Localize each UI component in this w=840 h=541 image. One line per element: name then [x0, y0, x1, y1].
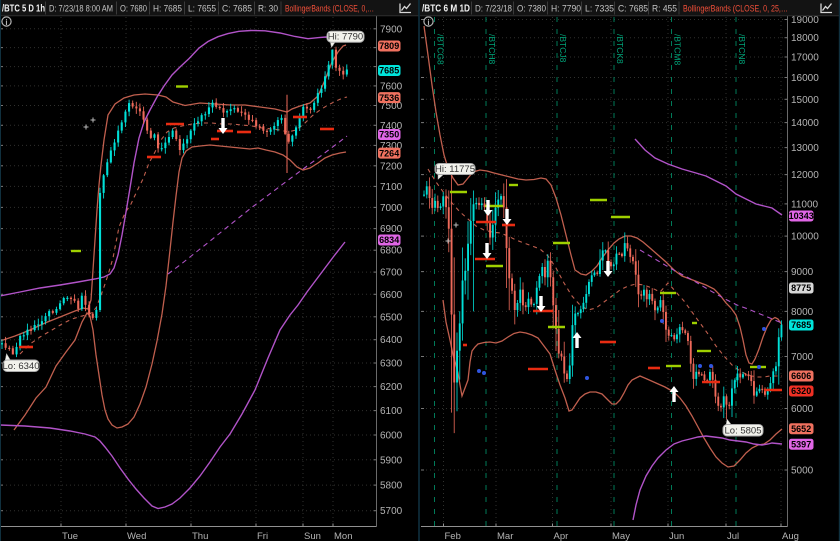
svg-text:Aug: Aug — [782, 531, 799, 541]
svg-text:7400: 7400 — [380, 121, 403, 132]
svg-text:19000: 19000 — [791, 15, 819, 26]
svg-text:D: 7/23/18: D: 7/23/18 — [475, 4, 512, 15]
svg-text:Hi: 7790: Hi: 7790 — [328, 32, 363, 43]
svg-text:O: 7380: O: 7380 — [517, 4, 546, 15]
svg-text:6700: 6700 — [380, 268, 403, 279]
svg-text:13000: 13000 — [791, 143, 819, 154]
svg-text:Jun: Jun — [669, 531, 684, 541]
svg-text:i: i — [427, 18, 429, 27]
svg-text:7350: 7350 — [379, 130, 399, 140]
svg-text:6100: 6100 — [380, 406, 403, 417]
svg-text:5652: 5652 — [791, 424, 811, 434]
svg-text:6320: 6320 — [791, 386, 811, 396]
svg-text:R: 455: R: 455 — [652, 4, 677, 15]
svg-text:10000: 10000 — [791, 232, 819, 243]
svg-text:May: May — [612, 531, 630, 541]
svg-text:C: 7685: C: 7685 — [222, 4, 252, 15]
svg-text:7300: 7300 — [380, 141, 403, 152]
svg-text:/BTC 6 M 1D: /BTC 6 M 1D — [422, 4, 470, 15]
svg-text:7600: 7600 — [380, 81, 403, 92]
svg-text:7685: 7685 — [791, 320, 811, 330]
svg-text:Mon: Mon — [334, 531, 352, 541]
svg-text:C: 7685: C: 7685 — [618, 4, 648, 15]
svg-text:7500: 7500 — [380, 101, 403, 112]
svg-text:BollingerBands (CLOSE, 0,…: BollingerBands (CLOSE, 0,… — [285, 4, 374, 15]
svg-text:/BTCN8: /BTCN8 — [737, 34, 747, 65]
svg-text:Thu: Thu — [192, 531, 208, 541]
svg-text:Lo: 6340: Lo: 6340 — [3, 361, 40, 372]
svg-text:H: 7790: H: 7790 — [551, 4, 581, 15]
svg-text:17000: 17000 — [791, 53, 819, 64]
svg-text:7264: 7264 — [379, 148, 399, 158]
svg-text:6606: 6606 — [791, 371, 811, 381]
svg-text:6200: 6200 — [380, 382, 403, 393]
svg-text:5900: 5900 — [380, 455, 403, 466]
svg-text:5000: 5000 — [791, 466, 814, 477]
svg-text:BollingerBands (CLOSE, 0, 25,…: BollingerBands (CLOSE, 0, 25,… — [683, 4, 788, 15]
svg-text:Jul: Jul — [727, 531, 739, 541]
svg-text:Lo: 5805: Lo: 5805 — [725, 425, 762, 436]
svg-text:Mar: Mar — [497, 531, 513, 541]
svg-text:6000: 6000 — [380, 431, 403, 442]
svg-text:7100: 7100 — [380, 182, 403, 193]
svg-text:6900: 6900 — [380, 224, 403, 235]
svg-text:Sun: Sun — [304, 531, 321, 541]
svg-text:6800: 6800 — [380, 246, 403, 257]
svg-text:/BTC 5 D 1h: /BTC 5 D 1h — [2, 4, 45, 15]
svg-text:H: 7685: H: 7685 — [153, 4, 182, 15]
svg-text:14000: 14000 — [791, 118, 819, 129]
svg-text:12000: 12000 — [791, 170, 819, 181]
svg-text:11000: 11000 — [791, 199, 819, 210]
svg-text:5397: 5397 — [791, 439, 811, 449]
svg-text:6500: 6500 — [380, 312, 403, 323]
svg-text:6300: 6300 — [380, 359, 403, 370]
svg-text:5700: 5700 — [380, 506, 403, 517]
svg-text:Fri: Fri — [257, 531, 268, 541]
svg-text:15000: 15000 — [791, 95, 819, 106]
svg-text:6600: 6600 — [380, 290, 403, 301]
svg-text:8775: 8775 — [791, 283, 811, 293]
svg-text:7200: 7200 — [380, 161, 403, 172]
svg-text:Feb: Feb — [445, 531, 461, 541]
svg-text:R: 30: R: 30 — [258, 4, 278, 15]
svg-text:L: 7655: L: 7655 — [188, 4, 216, 15]
svg-text:O: 7680: O: 7680 — [120, 4, 147, 15]
svg-text:7000: 7000 — [791, 352, 814, 363]
svg-text:/BTCK8: /BTCK8 — [615, 34, 625, 64]
svg-text:7000: 7000 — [380, 203, 403, 214]
svg-text:/BTCH8: /BTCH8 — [487, 34, 497, 65]
svg-text:/BTCG8: /BTCG8 — [436, 34, 446, 65]
svg-text:8000: 8000 — [791, 307, 814, 318]
svg-text:5800: 5800 — [380, 481, 403, 492]
svg-text:6000: 6000 — [791, 404, 814, 415]
svg-text:D: 7/23/18 8:00 AM: D: 7/23/18 8:00 AM — [49, 4, 113, 15]
svg-text:/BTCM8: /BTCM8 — [673, 34, 683, 65]
svg-text:18000: 18000 — [791, 33, 819, 44]
svg-text:/BTCJ8: /BTCJ8 — [558, 34, 568, 63]
svg-text:Wed: Wed — [127, 531, 146, 541]
svg-text:7809: 7809 — [379, 41, 399, 51]
svg-text:7685: 7685 — [379, 66, 399, 76]
svg-text:6400: 6400 — [380, 335, 403, 346]
svg-text:7900: 7900 — [380, 24, 403, 35]
svg-text:Apr: Apr — [554, 531, 569, 541]
svg-text:Hi: 11775: Hi: 11775 — [435, 164, 475, 175]
svg-text:L: 7335: L: 7335 — [585, 4, 614, 15]
svg-text:7536: 7536 — [379, 93, 399, 103]
svg-text:6834: 6834 — [379, 235, 399, 245]
svg-text:9000: 9000 — [791, 267, 814, 278]
svg-text:i: i — [5, 18, 7, 27]
svg-text:10343: 10343 — [789, 211, 814, 221]
svg-text:16000: 16000 — [791, 73, 819, 84]
svg-text:Tue: Tue — [62, 531, 78, 541]
